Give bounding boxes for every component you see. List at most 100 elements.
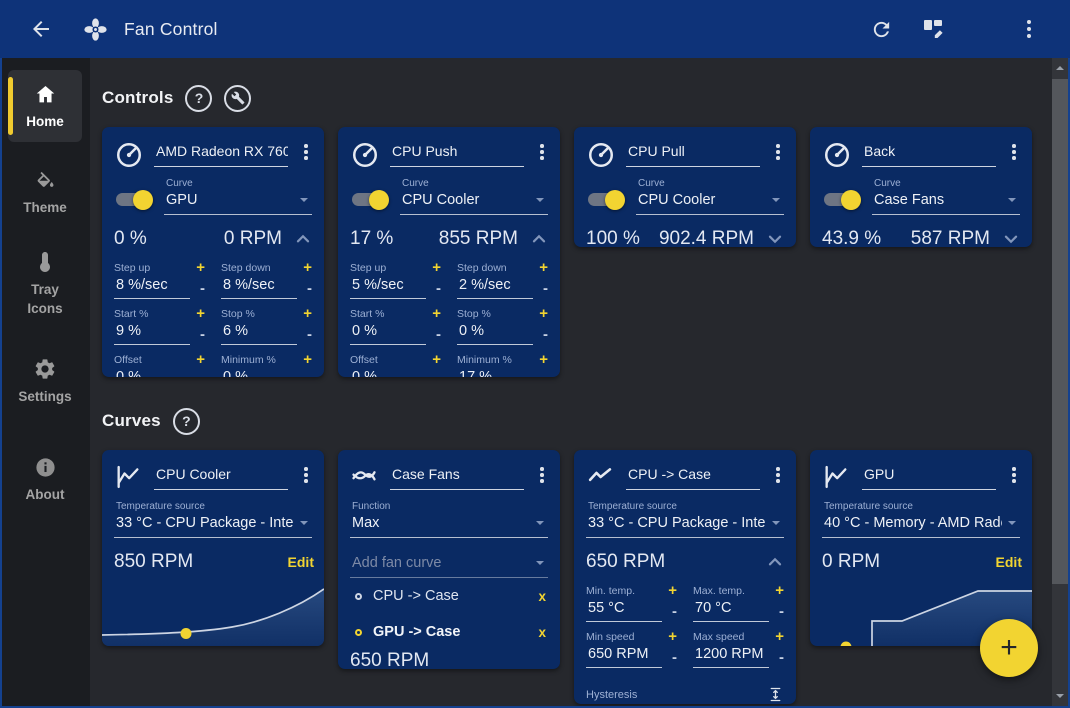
control-name[interactable]: CPU Pull <box>626 140 760 167</box>
hysteresis-icon[interactable] <box>767 686 784 703</box>
minus-icon[interactable]: - <box>200 326 205 343</box>
remove-child-button[interactable]: x <box>538 624 546 640</box>
field-value[interactable]: 6 % <box>221 321 297 345</box>
minus-icon[interactable]: - <box>426 370 441 377</box>
minus-icon[interactable]: - <box>436 280 441 297</box>
kebab-menu-icon[interactable] <box>770 140 786 160</box>
curve-name[interactable]: Case Fans <box>390 463 524 490</box>
fan-enable-toggle[interactable] <box>588 189 625 210</box>
chevron-up-icon[interactable] <box>764 551 786 573</box>
field-value[interactable]: 70 °C <box>693 598 769 622</box>
field-value[interactable]: 17 % <box>457 367 533 377</box>
mix-child-item[interactable]: CPU -> Case x <box>338 578 560 614</box>
field-value[interactable]: 0 % <box>350 367 426 377</box>
edit-curve-button[interactable]: Edit <box>287 554 314 570</box>
plus-icon[interactable]: + <box>775 582 784 599</box>
plus-icon[interactable]: + <box>539 351 548 368</box>
chevron-up-icon[interactable] <box>292 228 314 250</box>
help-icon[interactable]: ? <box>185 84 213 112</box>
scrollbar-thumb[interactable] <box>1052 79 1068 584</box>
fan-enable-toggle[interactable] <box>352 189 389 210</box>
curve-select[interactable]: Curve CPU Cooler <box>636 178 784 215</box>
hysteresis-value[interactable]: ↑ 3 °C · 3 sec ↓ 10°C · 7 sec <box>586 703 784 704</box>
minus-icon[interactable]: - <box>779 649 784 666</box>
remove-child-button[interactable]: x <box>538 588 546 604</box>
kebab-menu-icon[interactable] <box>1006 140 1022 160</box>
plus-icon[interactable]: + <box>668 628 677 645</box>
curve-name[interactable]: GPU <box>862 463 996 490</box>
minus-icon[interactable]: - <box>672 649 677 666</box>
function-select[interactable]: Function Max <box>350 501 548 538</box>
temperature-source-select[interactable]: Temperature source 33 °C - CPU Package -… <box>586 501 784 538</box>
scroll-up-arrow-icon[interactable] <box>1052 58 1068 78</box>
curve-point[interactable] <box>840 641 852 647</box>
fan-curve-graph[interactable] <box>102 580 324 646</box>
control-name[interactable]: CPU Push <box>390 140 524 167</box>
curve-name[interactable]: CPU -> Case <box>626 463 760 490</box>
scroll-down-arrow-icon[interactable] <box>1052 686 1068 706</box>
sidebar-item-settings[interactable]: Settings <box>8 345 82 417</box>
plus-icon[interactable]: + <box>303 259 312 276</box>
chevron-down-icon[interactable] <box>764 228 786 247</box>
minus-icon[interactable]: - <box>200 280 205 297</box>
plus-icon[interactable]: + <box>432 305 441 322</box>
plus-icon[interactable]: + <box>539 305 548 322</box>
plus-icon[interactable]: + <box>432 259 441 276</box>
field-value[interactable]: 2 %/sec <box>457 275 533 299</box>
minus-icon[interactable]: - <box>297 370 312 377</box>
help-icon[interactable]: ? <box>172 407 200 435</box>
minus-icon[interactable]: - <box>543 280 548 297</box>
temperature-source-select[interactable]: Temperature source 33 °C - CPU Package -… <box>114 501 312 538</box>
kebab-menu-icon[interactable] <box>1006 463 1022 483</box>
curve-name[interactable]: CPU Cooler <box>154 463 288 490</box>
overflow-menu-icon[interactable] <box>1014 14 1044 44</box>
edit-curve-button[interactable]: Edit <box>995 554 1022 570</box>
field-value[interactable]: 0 % <box>221 367 297 377</box>
minus-icon[interactable]: - <box>307 280 312 297</box>
sidebar-item-tray-icons[interactable]: Tray Icons <box>8 238 82 328</box>
curve-select[interactable]: Curve Case Fans <box>872 178 1020 215</box>
plus-icon[interactable]: + <box>303 305 312 322</box>
back-icon[interactable] <box>26 14 56 44</box>
chevron-down-icon[interactable] <box>1000 228 1022 247</box>
field-value[interactable]: 8 %/sec <box>221 275 297 299</box>
curve-select[interactable]: Curve GPU <box>164 178 312 215</box>
wrench-icon[interactable] <box>224 84 252 112</box>
control-name[interactable]: AMD Radeon RX 7600 <box>154 140 288 167</box>
plus-icon[interactable]: + <box>432 351 441 368</box>
field-value[interactable]: 8 %/sec <box>114 275 190 299</box>
minus-icon[interactable]: - <box>543 326 548 343</box>
minus-icon[interactable]: - <box>672 603 677 620</box>
edit-dashboard-icon[interactable] <box>918 14 948 44</box>
vertical-scrollbar[interactable] <box>1052 58 1068 706</box>
sidebar-item-about[interactable]: About <box>8 443 82 515</box>
field-value[interactable]: 650 RPM <box>586 644 662 668</box>
temperature-source-select[interactable]: Temperature source 40 °C - Memory - AMD … <box>822 501 1020 538</box>
plus-icon[interactable]: + <box>775 628 784 645</box>
field-value[interactable]: 5 %/sec <box>350 275 426 299</box>
fan-enable-toggle[interactable] <box>824 189 861 210</box>
kebab-menu-icon[interactable] <box>770 463 786 483</box>
plus-icon[interactable]: + <box>539 259 548 276</box>
field-value[interactable]: 9 % <box>114 321 190 345</box>
mix-child-item[interactable]: GPU -> Case x <box>338 614 560 650</box>
kebab-menu-icon[interactable] <box>534 140 550 160</box>
plus-icon[interactable]: + <box>196 259 205 276</box>
curve-select[interactable]: Curve CPU Cooler <box>400 178 548 215</box>
minus-icon[interactable]: - <box>190 370 205 377</box>
kebab-menu-icon[interactable] <box>298 463 314 483</box>
kebab-menu-icon[interactable] <box>534 463 550 483</box>
curve-point[interactable] <box>180 628 192 639</box>
field-value[interactable]: 55 °C <box>586 598 662 622</box>
chevron-up-icon[interactable] <box>528 228 550 250</box>
field-value[interactable]: 0 % <box>350 321 426 345</box>
sidebar-item-home[interactable]: Home <box>8 70 82 143</box>
sidebar-item-theme[interactable]: Theme <box>8 156 82 228</box>
field-value[interactable]: 1200 RPM <box>693 644 769 668</box>
plus-icon[interactable]: + <box>196 351 205 368</box>
plus-icon[interactable]: + <box>668 582 677 599</box>
plus-icon[interactable]: + <box>196 305 205 322</box>
minus-icon[interactable]: - <box>779 603 784 620</box>
add-fan-curve-select[interactable]: Add fan curve <box>350 552 548 578</box>
plus-icon[interactable]: + <box>303 351 312 368</box>
